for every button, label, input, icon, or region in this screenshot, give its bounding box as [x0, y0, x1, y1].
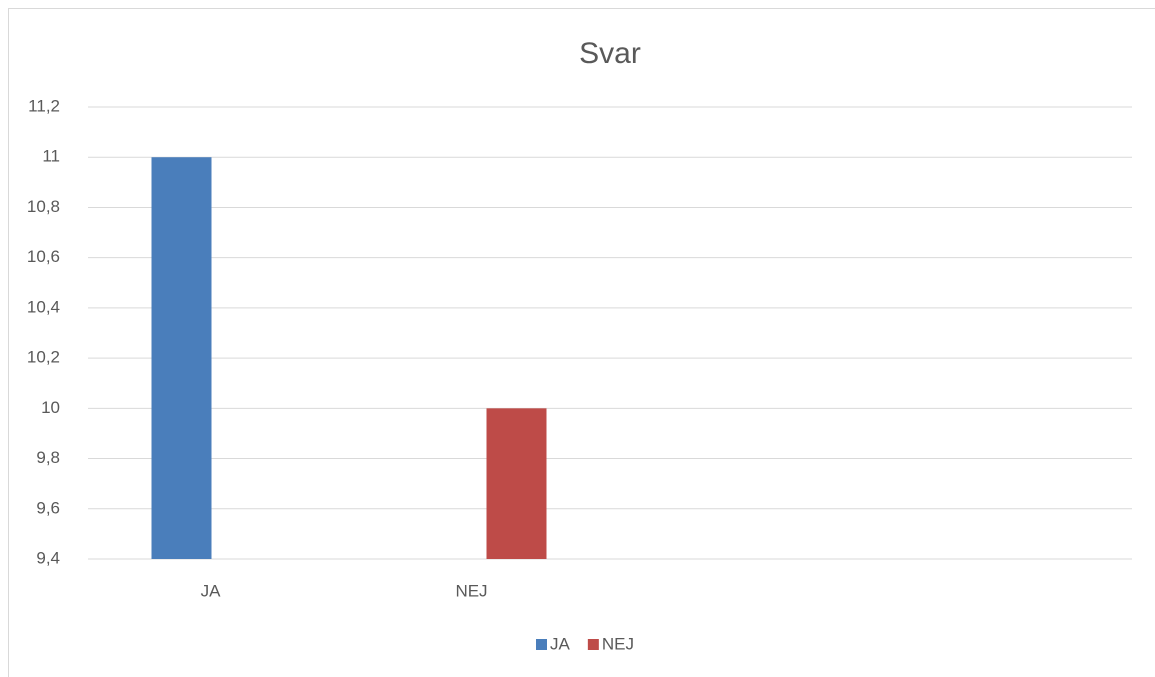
y-tick-label: 10: [41, 398, 60, 417]
y-tick-label: 9,6: [36, 498, 60, 517]
y-tick-label: 10,6: [27, 247, 60, 266]
y-tick-label: 10,4: [27, 297, 60, 316]
y-tick-label: 10,8: [27, 197, 60, 216]
x-tick-label: NEJ: [455, 581, 487, 600]
legend-label: NEJ: [602, 634, 634, 653]
y-tick-label: 11: [42, 147, 60, 166]
bar: [151, 157, 212, 559]
legend-swatch: [536, 639, 547, 650]
bar: [486, 408, 547, 559]
y-tick-label: 9,8: [36, 448, 60, 467]
y-tick-label: 11,2: [28, 96, 60, 115]
legend-label: JA: [550, 634, 571, 653]
chart-title: Svar: [579, 37, 641, 70]
y-tick-label: 10,2: [27, 348, 60, 367]
y-tick-label: 9,4: [36, 548, 60, 567]
x-tick-label: JA: [201, 581, 222, 600]
legend-swatch: [587, 639, 599, 650]
